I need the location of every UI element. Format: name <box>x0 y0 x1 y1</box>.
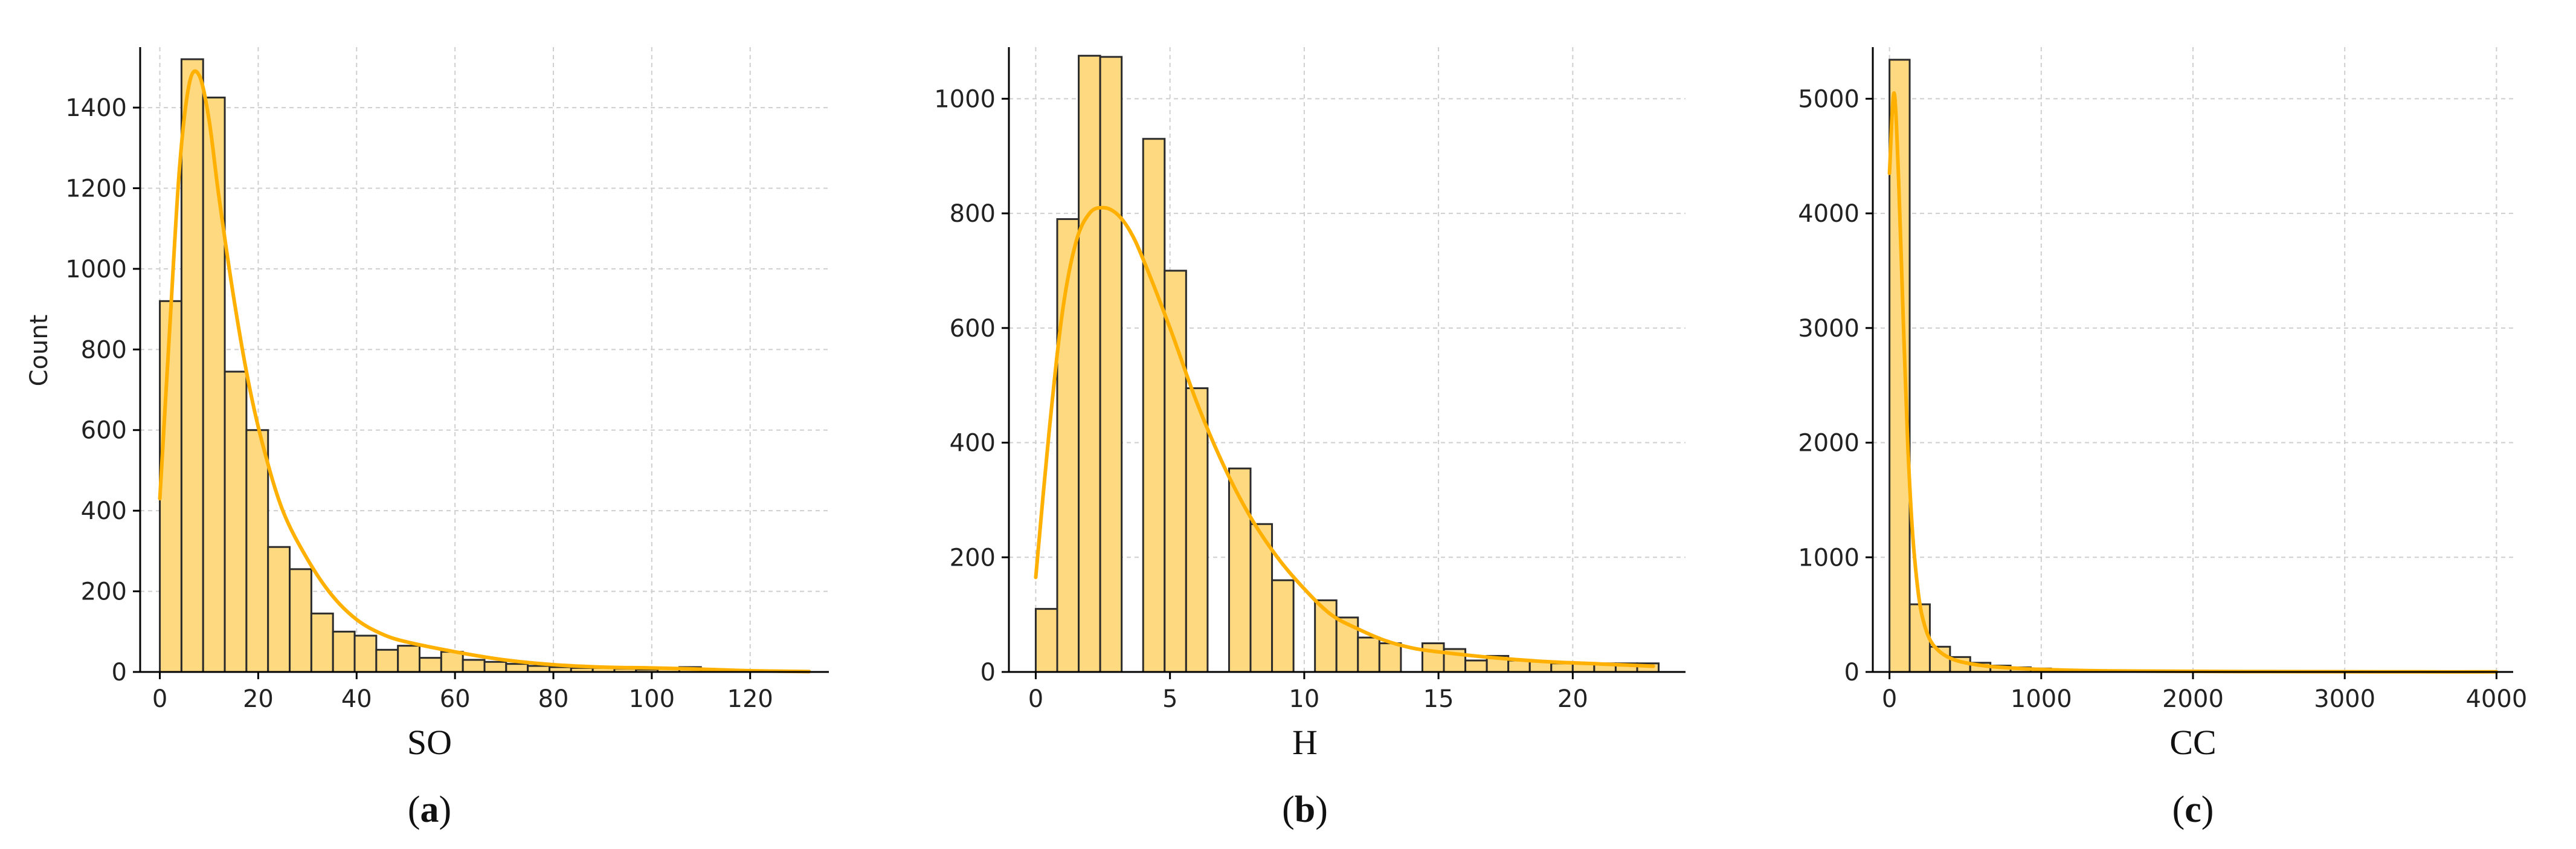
bars <box>1034 54 1660 673</box>
y-tick-label: 1000 <box>1798 544 1860 572</box>
histogram-bar <box>1099 56 1123 673</box>
bars <box>159 58 810 673</box>
x-tick-label: 0 <box>1882 685 1897 713</box>
histogram-bar <box>1464 659 1488 673</box>
y-tick-label: 400 <box>950 430 996 457</box>
y-tick-label: 2000 <box>1798 430 1860 457</box>
histogram-bar <box>1142 138 1166 673</box>
histogram-bar <box>419 657 442 673</box>
grid <box>1873 47 2513 673</box>
y-tick-label: 1200 <box>65 175 127 202</box>
y-tick-label: 5000 <box>1798 85 1860 113</box>
x-tick-label: 40 <box>341 685 372 713</box>
x-axis-label: SO <box>407 723 452 762</box>
y-tick-label: 600 <box>81 417 127 445</box>
histogram-bar <box>332 630 356 673</box>
histogram-bar <box>1378 642 1402 673</box>
histogram-bar <box>375 648 399 673</box>
x-tick-label: 15 <box>1423 685 1454 713</box>
x-tick-label: 20 <box>1557 685 1588 713</box>
kde-line <box>1034 205 1655 668</box>
y-tick-label: 4000 <box>1798 200 1860 228</box>
y-tick-label: 200 <box>950 544 996 572</box>
y-tick-label: 0 <box>112 659 127 686</box>
histogram-bar <box>1078 54 1101 673</box>
y-tick-label: 1000 <box>65 256 127 283</box>
x-tick-label: 20 <box>243 685 274 713</box>
y-axis-label: Count <box>25 315 53 387</box>
histogram-bar <box>353 634 378 673</box>
y-tick-label: 600 <box>950 315 996 343</box>
x-tick-label: 100 <box>629 685 675 713</box>
y-tick-label: 200 <box>81 578 127 606</box>
x-tick-label: 5 <box>1162 685 1177 713</box>
panel-label-a: (a) <box>408 789 451 830</box>
histogram-bar <box>310 612 334 673</box>
histogram-bar <box>1908 603 1931 673</box>
x-tick-label: 80 <box>538 685 569 713</box>
x-tick-label: 1000 <box>2011 685 2072 713</box>
histogram-bar <box>1164 270 1187 673</box>
x-tick-label: 60 <box>440 685 471 713</box>
histogram-bar <box>462 659 486 673</box>
y-tick-label: 0 <box>1844 659 1860 686</box>
histogram-bar <box>1185 387 1209 673</box>
panel-a: Count SO (a) 0 20 40 60 80 100 120020040060080… <box>25 47 829 830</box>
histogram-bar <box>224 370 248 673</box>
histogram-bar <box>483 660 507 673</box>
histogram-bar <box>1421 642 1445 673</box>
x-tick-label: 120 <box>727 685 773 713</box>
x-axis-label: CC <box>2169 723 2216 762</box>
histogram-bar <box>1034 608 1058 673</box>
histogram-bar <box>289 568 312 673</box>
histogram-bar <box>440 651 464 673</box>
histogram-bar <box>1271 579 1295 673</box>
histogram-bar <box>1507 659 1531 673</box>
panel-label-b: (b) <box>1282 789 1328 830</box>
panel-c: CC (c) 0 1000 2000 3000 4000 0 1000 2000 3000 400… <box>1798 47 2527 830</box>
x-tick-label: 0 <box>152 685 167 713</box>
histogram-bar <box>245 429 269 673</box>
histogram-bar <box>527 665 550 673</box>
histogram-bar <box>180 58 204 673</box>
bars <box>1889 59 2496 673</box>
x-axis-label: H <box>1292 723 1318 762</box>
histogram-bar <box>1357 636 1380 673</box>
histogram-bar <box>1550 662 1574 673</box>
x-tick-label: 3000 <box>2314 685 2375 713</box>
y-tick-label: 3000 <box>1798 315 1860 343</box>
x-tick-label: 0 <box>1028 685 1043 713</box>
x-tick-label: 2000 <box>2162 685 2224 713</box>
histogram-bar <box>505 663 529 673</box>
histogram-bar <box>202 96 226 673</box>
kde-line <box>158 69 811 674</box>
x-tick-label: 10 <box>1289 685 1319 713</box>
y-tick-label: 400 <box>81 497 127 525</box>
histogram-bar <box>267 546 291 673</box>
y-tick-label: 800 <box>81 336 127 364</box>
x-tick-label: 4000 <box>2465 685 2527 713</box>
histogram-bar <box>397 645 421 673</box>
y-tick-label: 0 <box>980 659 996 686</box>
panel-label-c: (c) <box>2172 789 2214 830</box>
histogram-bar <box>159 300 182 673</box>
y-tick-label: 800 <box>950 200 996 228</box>
y-tick-label: 1400 <box>65 94 127 122</box>
y-tick-label: 1000 <box>934 85 996 113</box>
